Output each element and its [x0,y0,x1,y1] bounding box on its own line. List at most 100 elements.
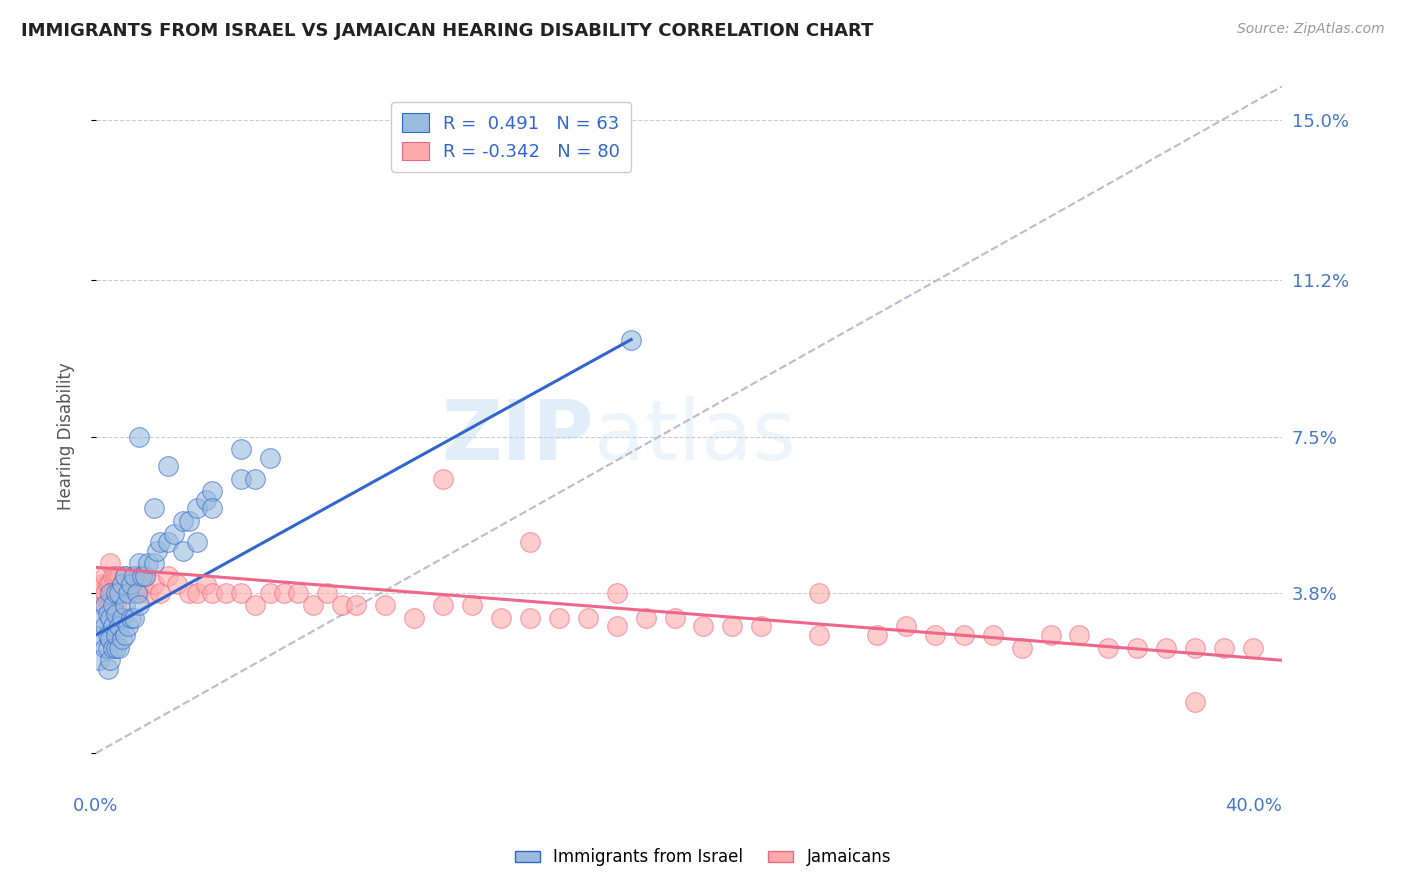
Point [131,577,153,591]
Point [128,569,150,583]
Point [547,611,569,625]
Point [114,569,136,583]
Point [103,569,125,583]
Point [117,585,139,599]
Point [344,599,367,613]
Point [489,611,512,625]
Point [157,569,180,583]
Point [108,585,131,599]
Point [330,599,353,613]
Point [229,442,252,457]
Point [125,585,148,599]
Point [97,628,120,642]
Point [105,607,128,621]
Text: ZIP: ZIP [441,396,595,477]
Point [131,569,153,583]
Point [952,628,974,642]
Point [924,628,946,642]
Point [128,556,150,570]
Point [215,585,238,599]
Point [461,599,484,613]
Point [108,619,131,633]
Point [122,569,145,583]
Point [302,599,325,613]
Point [166,577,188,591]
Point [90,577,112,591]
Point [1184,695,1206,709]
Point [100,556,122,570]
Point [122,569,145,583]
Point [114,569,136,583]
Point [90,611,112,625]
Point [808,585,831,599]
Point [93,569,115,583]
Point [142,577,165,591]
Point [287,585,309,599]
Point [120,577,142,591]
Point [1069,628,1091,642]
Point [664,611,686,625]
Point [97,607,120,621]
Point [128,585,150,599]
Point [177,585,200,599]
Point [149,585,172,599]
Point [114,585,136,599]
Point [866,628,889,642]
Text: IMMIGRANTS FROM ISRAEL VS JAMAICAN HEARING DISABILITY CORRELATION CHART: IMMIGRANTS FROM ISRAEL VS JAMAICAN HEARI… [21,22,873,40]
Point [692,619,714,633]
Point [186,501,208,516]
Point [87,585,110,599]
Point [1213,640,1236,655]
Point [93,585,115,599]
Text: Source: ZipAtlas.com: Source: ZipAtlas.com [1237,22,1385,37]
Point [1241,640,1264,655]
Point [108,640,131,655]
Point [519,611,541,625]
Point [894,619,917,633]
Point [111,611,134,625]
Point [100,599,122,613]
Point [93,619,115,633]
Point [111,577,134,591]
Point [97,577,120,591]
Point [114,599,136,613]
Point [1097,640,1119,655]
Point [142,501,165,516]
Point [117,577,139,591]
Point [1184,640,1206,655]
Point [149,535,172,549]
Point [606,619,628,633]
Point [721,619,744,633]
Point [128,599,150,613]
Point [100,653,122,667]
Point [273,585,295,599]
Point [157,459,180,474]
Point [259,585,281,599]
Point [134,569,156,583]
Text: atlas: atlas [595,396,796,477]
Point [374,599,396,613]
Point [136,585,159,599]
Point [97,640,120,655]
Point [194,577,217,591]
Point [105,599,128,613]
Point [97,599,120,613]
Point [1039,628,1062,642]
Point [316,585,339,599]
Point [186,585,208,599]
Point [108,585,131,599]
Point [432,599,454,613]
Point [90,628,112,642]
Point [105,585,128,599]
Point [186,535,208,549]
Point [432,472,454,486]
Point [157,535,180,549]
Point [93,599,115,613]
Point [136,556,159,570]
Point [163,526,186,541]
Point [243,599,266,613]
Point [100,611,122,625]
Point [120,577,142,591]
Point [259,450,281,465]
Point [103,599,125,613]
